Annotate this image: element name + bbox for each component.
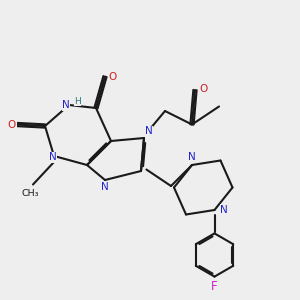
- Text: O: O: [108, 71, 117, 82]
- Text: N: N: [145, 126, 152, 136]
- Text: N: N: [62, 100, 70, 110]
- Text: N: N: [100, 182, 108, 192]
- Text: CH₃: CH₃: [21, 189, 39, 198]
- Text: O: O: [199, 83, 208, 94]
- Text: H: H: [74, 97, 81, 106]
- Text: O: O: [8, 119, 16, 130]
- Text: N: N: [49, 152, 56, 163]
- Text: N: N: [188, 152, 195, 162]
- Text: F: F: [211, 280, 218, 293]
- Text: N: N: [220, 205, 228, 215]
